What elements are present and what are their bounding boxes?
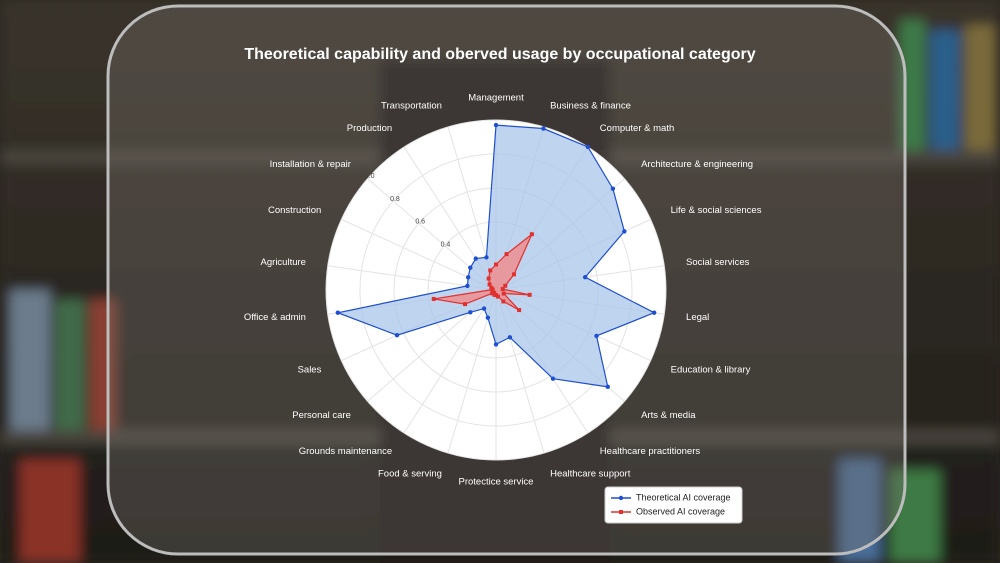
point (500, 287, 505, 292)
point (484, 255, 489, 260)
point (394, 332, 400, 338)
category-label: Grounds maintenance (299, 446, 392, 457)
point (468, 310, 473, 315)
category-label: Installation & repair (270, 159, 351, 170)
point (490, 291, 495, 296)
category-label: Life & social sciences (671, 205, 762, 216)
point (463, 302, 468, 307)
category-label: Agriculture (261, 257, 306, 268)
point (529, 232, 534, 237)
point (493, 342, 499, 347)
legend-marker (618, 495, 624, 501)
category-label: Construction (268, 205, 321, 216)
category-label: Personal care (292, 410, 351, 421)
point (622, 229, 627, 234)
radar-plot: 0.4 0.6 0.8 1.0 Management Business & finance… (244, 93, 762, 488)
category-label: Office & admin (244, 312, 306, 323)
point (492, 292, 497, 297)
point (494, 262, 498, 267)
legend-label: Theoretical AI coverage (636, 492, 731, 502)
point (594, 333, 599, 339)
point (605, 384, 610, 390)
point (468, 265, 473, 270)
point (473, 256, 478, 261)
category-label: Food & serving (378, 469, 442, 480)
category-label: Healthcare practitioners (600, 446, 701, 457)
point (504, 252, 509, 257)
category-label: Social services (686, 257, 750, 268)
category-label: Architecture & engineering (641, 159, 753, 170)
point (465, 275, 471, 280)
category-label: Healthcare support (550, 469, 631, 480)
point (485, 315, 491, 320)
legend-box (604, 486, 743, 524)
point (610, 186, 616, 191)
r-tick-label: 0.8 (390, 196, 400, 203)
category-label: Transportation (381, 100, 442, 111)
r-tick-label: 0.4 (441, 241, 451, 248)
point (486, 276, 491, 281)
point (651, 310, 657, 315)
category-label: Education & library (671, 364, 751, 375)
category-label: Computer & math (600, 123, 674, 134)
category-label: Management (468, 93, 524, 104)
spoke (403, 289, 497, 434)
point (517, 308, 522, 313)
legend-label: Observed AI coverage (636, 506, 725, 516)
category-label: Sales (298, 364, 322, 375)
point (431, 296, 436, 301)
point (492, 290, 497, 295)
category-label: Production (347, 123, 392, 134)
point (550, 376, 556, 381)
point (501, 291, 506, 296)
point (527, 292, 532, 297)
r-tick-label: 0.6 (415, 219, 425, 226)
point (507, 335, 513, 340)
point (481, 306, 487, 311)
chart-title: Theoretical capability and oberved usage… (244, 46, 755, 63)
point (511, 272, 516, 277)
point (335, 310, 341, 315)
legend: Theoretical AI coverage Observed AI cover… (604, 486, 743, 524)
point (493, 122, 499, 128)
point (487, 282, 492, 287)
category-label: Legal (686, 312, 709, 323)
category-label: Protectice service (459, 477, 534, 488)
point (488, 268, 493, 273)
legend-marker (619, 510, 623, 514)
point (582, 274, 588, 280)
point (503, 283, 508, 288)
point (585, 144, 591, 150)
category-label: Arts & media (641, 410, 696, 421)
point (501, 299, 506, 304)
point (465, 283, 470, 289)
category-label: Business & finance (550, 100, 631, 111)
r-tick-label: 1.0 (365, 173, 375, 180)
point (489, 285, 494, 290)
point (541, 126, 546, 131)
